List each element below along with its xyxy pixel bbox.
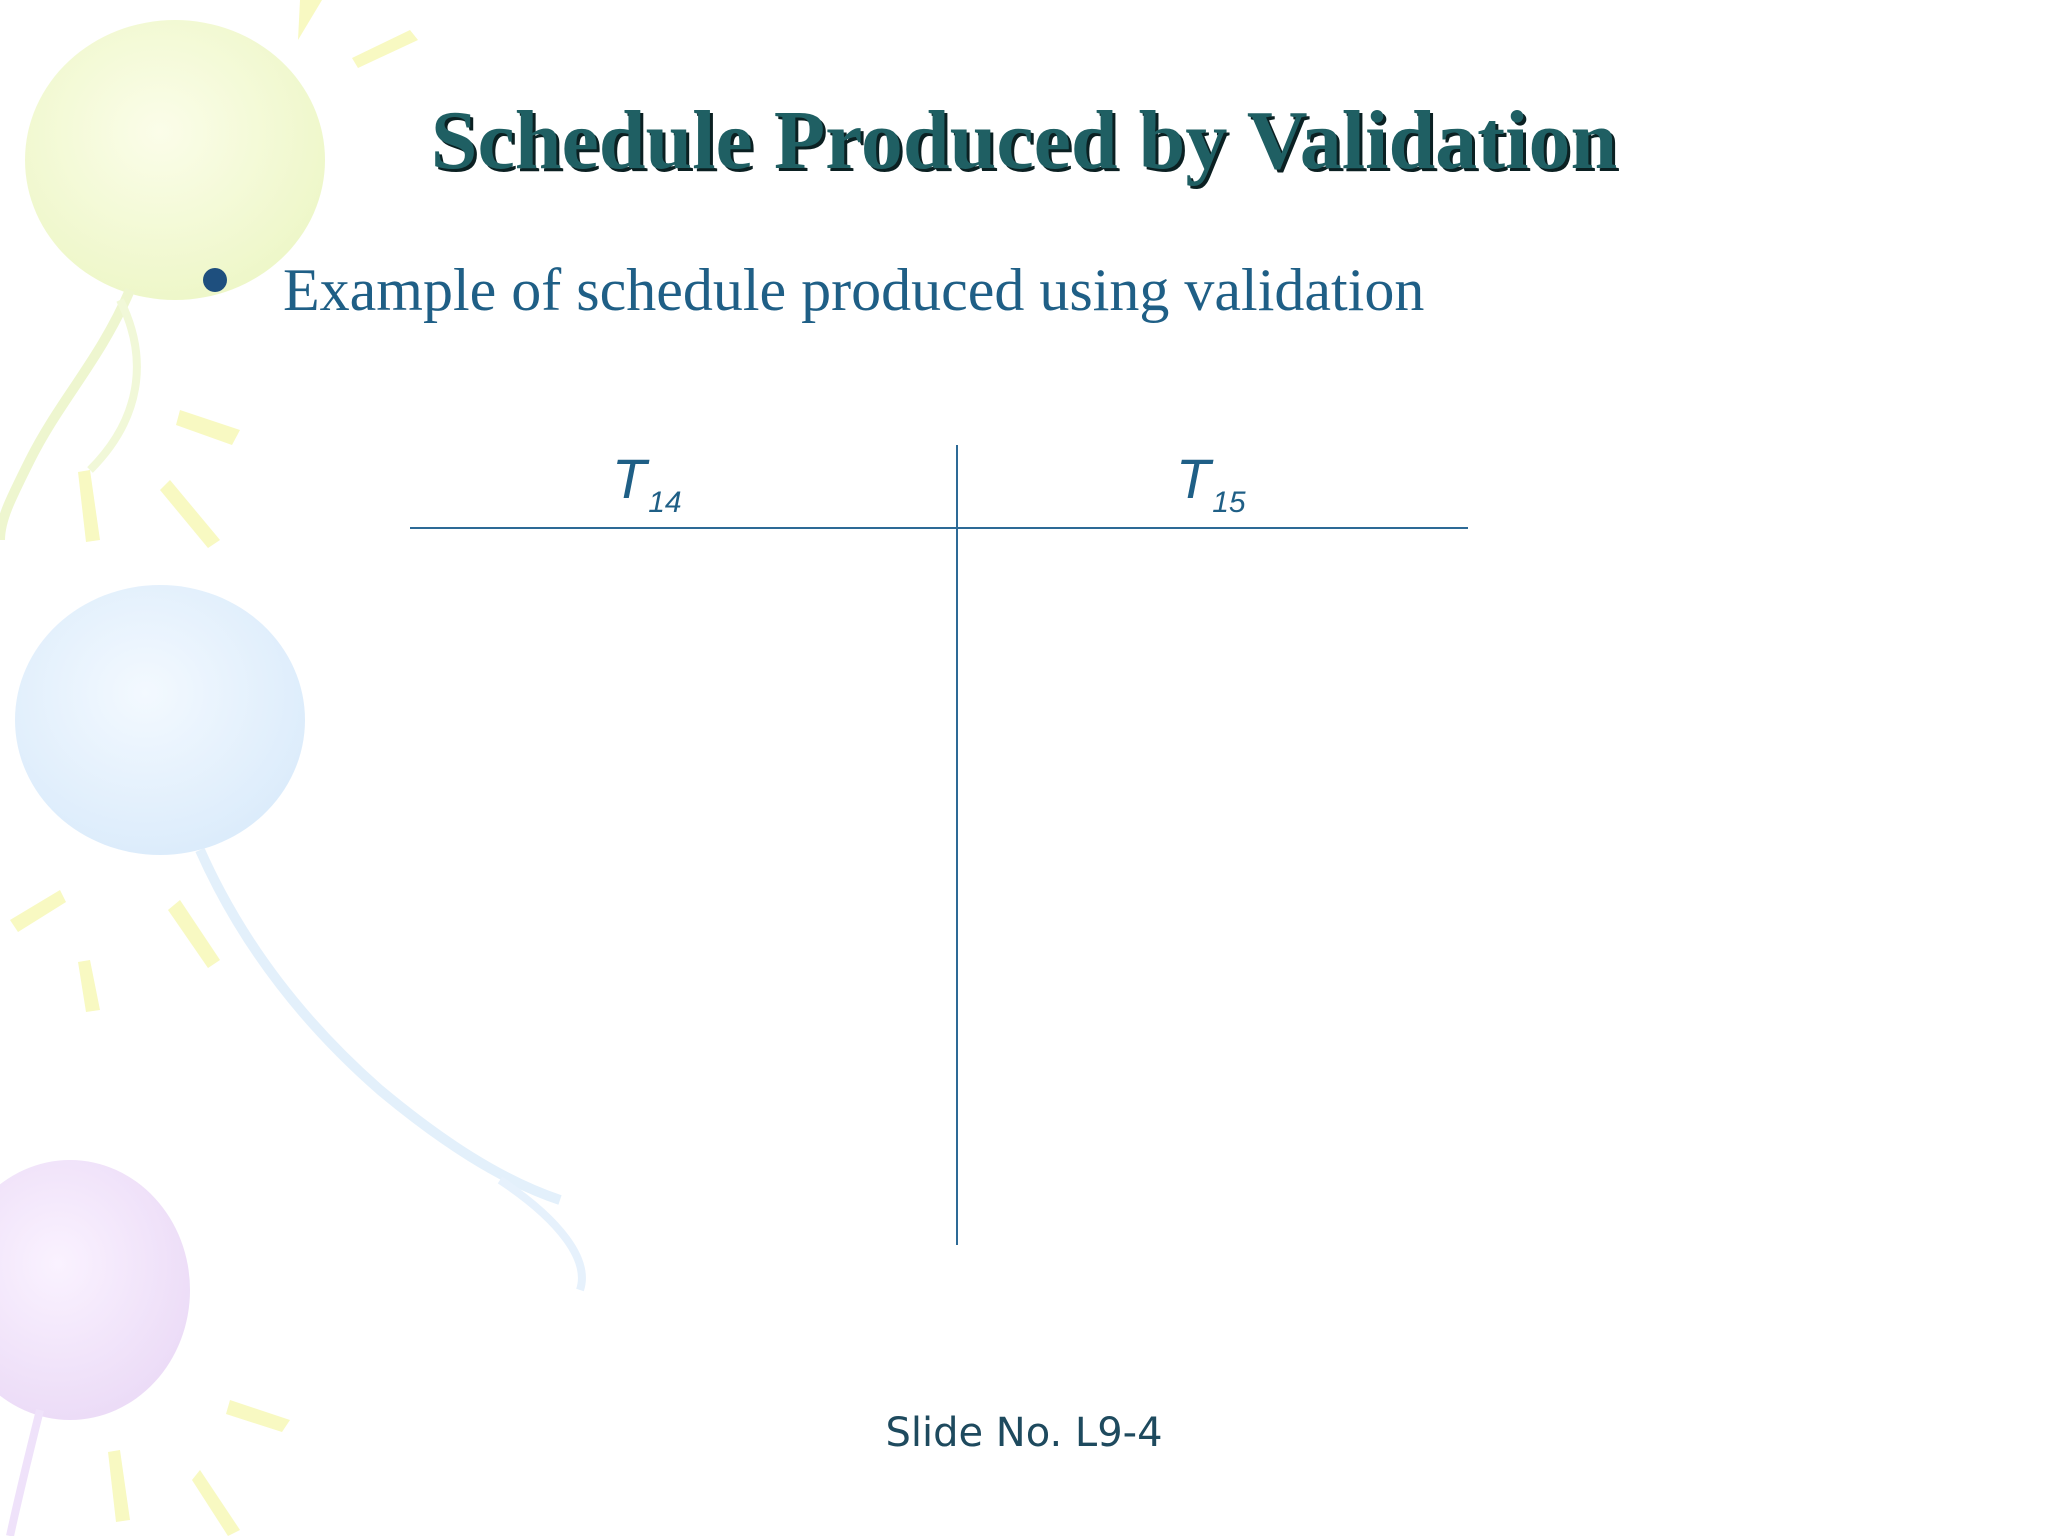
sun-rays-top bbox=[78, 0, 418, 548]
table-header-rule bbox=[410, 527, 1468, 529]
column-header-t15-subscript: 15 bbox=[1212, 486, 1246, 519]
column-header-t14: T14 bbox=[612, 446, 682, 520]
bullet-dot bbox=[203, 268, 227, 292]
purple-balloon bbox=[0, 1160, 190, 1420]
slide-title: Schedule Produced by Validation bbox=[430, 94, 1618, 187]
table-column-divider bbox=[956, 445, 958, 1245]
column-header-t15: T15 bbox=[1176, 446, 1246, 520]
sun-rays-bottom bbox=[108, 1400, 290, 1536]
sun-rays-mid bbox=[10, 890, 220, 1012]
column-header-t15-name: T bbox=[1176, 447, 1211, 510]
blue-balloon bbox=[15, 585, 305, 855]
bullet-text: Example of schedule produced using valid… bbox=[283, 257, 1425, 323]
column-header-t14-subscript: 14 bbox=[648, 486, 682, 519]
column-header-t14-name: T bbox=[612, 447, 647, 510]
yellow-balloon bbox=[25, 20, 325, 300]
slide-number: Slide No. L9-4 bbox=[885, 1410, 1163, 1456]
